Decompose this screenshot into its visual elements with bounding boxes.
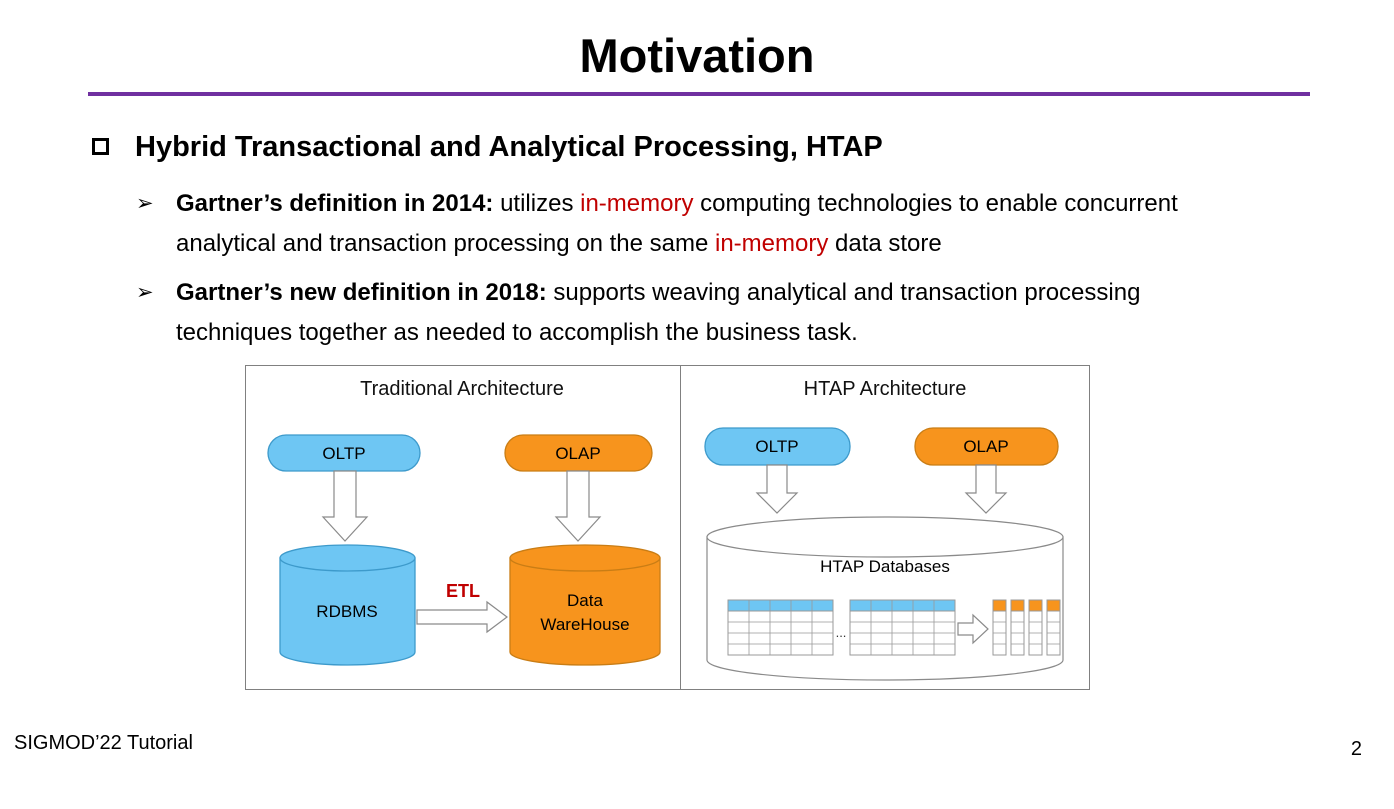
right-panel-title: HTAP Architecture (804, 378, 967, 400)
bullet-list: ➢ Gartner’s definition in 2014: utilizes… (136, 184, 1220, 362)
text-segment: in-memory (580, 190, 694, 217)
column-strip (1010, 599, 1025, 656)
title-divider (88, 92, 1310, 96)
olap-label: OLAP (555, 444, 600, 463)
text-segment: computing technologies to enable concurr… (176, 190, 1178, 257)
row-table (849, 599, 956, 656)
oltp-label: OLTP (755, 437, 798, 456)
rdbms-cylinder: RDBMS (279, 544, 416, 666)
architecture-diagram-svg: Traditional Architecture OLTP OLAP RDBMS… (245, 365, 1090, 690)
arrow-bullet-icon: ➢ (136, 192, 154, 215)
section-heading-text: Hybrid Transactional and Analytical Proc… (135, 131, 883, 163)
bullet-item: ➢ Gartner’s new definition in 2018: supp… (136, 273, 1220, 353)
bullet-item: ➢ Gartner’s definition in 2014: utilizes… (136, 184, 1220, 264)
column-strip (992, 599, 1007, 656)
text-segment: Gartner’s definition in 2014: (176, 190, 501, 217)
arrow-bullet-icon: ➢ (136, 281, 154, 304)
bullet-text: Gartner’s new definition in 2018: suppor… (176, 273, 1220, 353)
transform-arrow-icon (957, 613, 989, 645)
section-heading: Hybrid Transactional and Analytical Proc… (92, 131, 883, 164)
slide-title: Motivation (579, 29, 815, 82)
down-arrow-icon (321, 470, 369, 542)
text-segment: Gartner’s new definition in 2018: (176, 279, 554, 306)
text-segment: in-memory (714, 230, 829, 257)
htap-cylinder: HTAP Databases (706, 516, 1064, 681)
footer-text: SIGMOD’22 Tutorial (14, 732, 193, 754)
olap-label: OLAP (963, 437, 1008, 456)
etl-label: ETL (446, 581, 480, 601)
warehouse-label-line2: WareHouse (540, 615, 629, 634)
text-segment: utilizes (500, 190, 581, 217)
architecture-diagram: Traditional Architecture OLTP OLAP RDBMS… (245, 365, 1090, 690)
column-strip (1046, 599, 1061, 656)
ellipsis-label: ... (836, 625, 847, 640)
bullet-text: Gartner’s definition in 2014: utilizes i… (176, 184, 1220, 264)
square-bullet-icon (92, 138, 109, 155)
warehouse-label-line1: Data (567, 591, 603, 610)
oltp-label: OLTP (322, 444, 365, 463)
down-arrow-icon (554, 470, 602, 542)
row-table (727, 599, 834, 656)
etl-arrow-icon (416, 600, 508, 634)
rdbms-label: RDBMS (316, 602, 377, 621)
htap-databases-label: HTAP Databases (820, 557, 950, 576)
column-strip (1028, 599, 1043, 656)
down-arrow-icon (964, 464, 1008, 514)
left-panel-title: Traditional Architecture (360, 378, 564, 400)
text-segment: supports weaving analytical and transact… (176, 279, 1141, 346)
page-number: 2 (1350, 738, 1362, 760)
down-arrow-icon (755, 464, 799, 514)
data-warehouse-cylinder: Data WareHouse (509, 544, 661, 666)
text-segment: data store (828, 230, 942, 257)
